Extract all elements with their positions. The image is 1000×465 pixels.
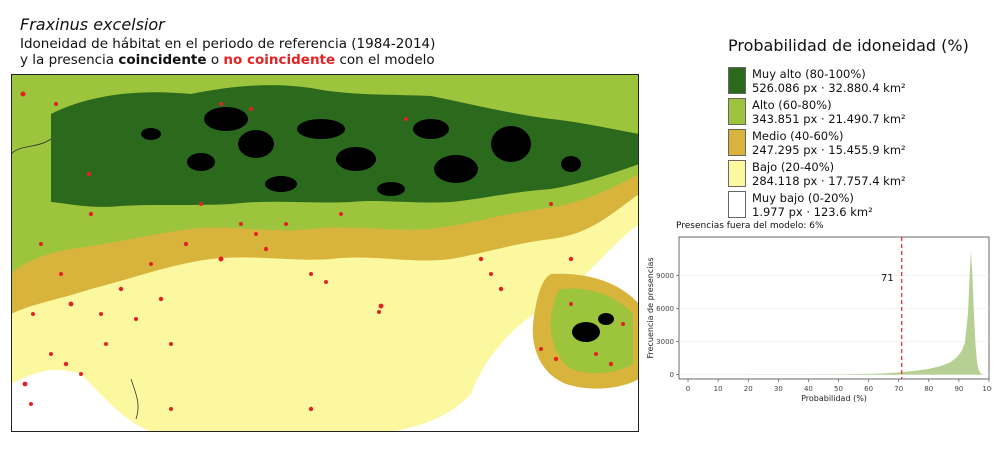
threshold-label: 71 [881, 273, 894, 284]
x-tick-label: 90 [954, 385, 963, 393]
subtitle-line2: y la presencia coincidente o no coincide… [20, 52, 435, 68]
map-zone-muy-alto [51, 85, 639, 207]
x-tick-label: 20 [744, 385, 753, 393]
x-tick-label: 80 [924, 385, 933, 393]
map-boundary [11, 138, 139, 420]
legend-sep: · [820, 81, 825, 95]
x-tick-label: 10 [714, 385, 723, 393]
legend-label: Muy bajo (0-20%) [752, 191, 854, 205]
density-area [688, 251, 983, 375]
legend-sep: · [806, 205, 810, 219]
map-frame [11, 74, 639, 432]
y-tick-label: 3000 [656, 338, 674, 346]
legend-px: 526.086 px [752, 81, 818, 95]
histogram-title: Presencias fuera del modelo: 6% [676, 221, 824, 231]
legend-px: 343.851 px [752, 112, 818, 126]
legend-sep: · [820, 112, 825, 126]
y-tick-label: 0 [670, 371, 674, 379]
legend-swatch [728, 98, 746, 125]
x-tick-label: 70 [894, 385, 903, 393]
legend-label: Alto (60-80%) [752, 98, 832, 112]
subtitle-mid: o [206, 52, 224, 68]
legend-swatch [728, 67, 746, 94]
legend-area: 17.757.4 km² [828, 174, 906, 188]
legend-swatch [728, 191, 746, 218]
y-tick-label: 6000 [656, 305, 674, 313]
title-block: Fraxinus excelsior Idoneidad de hábitat … [20, 14, 435, 68]
legend-item-alto: Alto (60-80%) 343.851 px · 21.490.7 km² [728, 98, 988, 129]
x-tick-label: 40 [804, 385, 813, 393]
legend-px: 284.118 px [752, 174, 818, 188]
legend-area: 32.880.4 km² [828, 81, 906, 95]
legend-label: Muy alto (80-100%) [752, 67, 866, 81]
x-axis-ticks: 0 10 20 30 40 50 60 70 80 90 100 [686, 379, 992, 393]
legend-item-muy-alto: Muy alto (80-100%) 526.086 px · 32.880.4… [728, 67, 988, 98]
legend-sep: · [820, 174, 825, 188]
legend-item-medio: Medio (40-60%) 247.295 px · 15.455.9 km² [728, 129, 988, 160]
legend-item-muy-bajo: Muy bajo (0-20%) 1.977 px · 123.6 km² [728, 191, 988, 222]
x-tick-label: 30 [774, 385, 783, 393]
x-tick-label: 0 [686, 385, 690, 393]
suitability-map [11, 74, 639, 432]
subtitle-pre: y la presencia [20, 52, 119, 68]
legend-px: 247.295 px [752, 143, 818, 157]
presence-non-coincident [20, 91, 625, 412]
subtitle-coincidente: coincidente [118, 52, 207, 68]
legend-sep: · [820, 143, 825, 157]
legend-px: 1.977 px [752, 205, 803, 219]
plot-panel [678, 236, 990, 380]
legend-swatch [728, 129, 746, 156]
legend-area: 21.490.7 km² [828, 112, 906, 126]
x-axis-label: Probabilidad (%) [801, 394, 867, 403]
x-tick-label: 100 [982, 385, 992, 393]
legend: Probabilidad de idoneidad (%) Muy alto (… [718, 36, 988, 222]
y-axis-label: Frecuencia de presencias [646, 257, 655, 358]
subtitle-post: con el modelo [335, 52, 435, 68]
species-name: Fraxinus excelsior [20, 15, 165, 34]
y-tick-label: 9000 [656, 272, 674, 280]
x-tick-label: 60 [864, 385, 873, 393]
presence-coincident [141, 107, 614, 342]
legend-item-bajo: Bajo (20-40%) 284.118 px · 17.757.4 km² [728, 160, 988, 191]
legend-area: 15.455.9 km² [828, 143, 906, 157]
legend-swatch [728, 160, 746, 187]
subtitle-no-coincidente: no coincidente [223, 52, 336, 68]
legend-label: Bajo (20-40%) [752, 160, 835, 174]
legend-area: 123.6 km² [813, 205, 873, 219]
legend-label: Medio (40-60%) [752, 129, 844, 143]
x-tick-label: 50 [834, 385, 843, 393]
y-axis-ticks: 0 3000 6000 9000 [656, 272, 679, 379]
subtitle-line1: Idoneidad de hábitat en el periodo de re… [20, 36, 436, 52]
legend-title: Probabilidad de idoneidad (%) [728, 36, 969, 55]
